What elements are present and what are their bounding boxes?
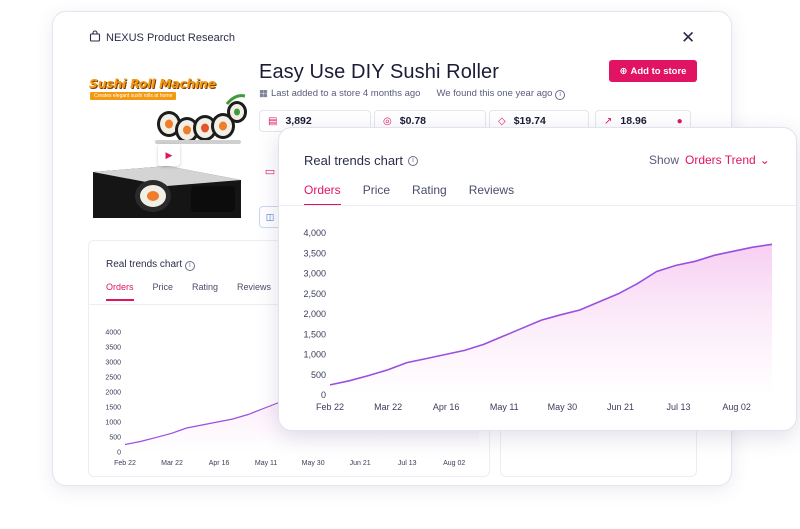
front-chart-title: Real trends chart i (304, 153, 418, 168)
x-tick-label: Mar 22 (161, 460, 183, 467)
front-chart-tabs: Orders Price Rating Reviews (304, 183, 536, 206)
product-image-title: Sushi Roll Machine (89, 76, 216, 91)
info-icon[interactable]: i (555, 90, 566, 100)
y-tick-label: 3500 (105, 344, 121, 351)
back-tab-price[interactable]: Price (152, 282, 174, 292)
x-tick-label: May 30 (548, 402, 578, 412)
x-tick-label: Feb 22 (316, 402, 344, 412)
y-tick-label: 2500 (105, 374, 121, 381)
x-tick-label: May 11 (255, 460, 278, 467)
y-tick-label: 3,000 (303, 269, 326, 279)
bag-icon (89, 30, 101, 45)
brand: NEXUS Product Research (89, 30, 235, 45)
x-tick-label: Aug 02 (443, 460, 465, 467)
orders-trend-chart: 0 500 1,000 1,500 2,000 2,500 3,000 3,500 4,000 F… (303, 228, 773, 412)
stat-price: ◇ $19.74 (489, 110, 589, 132)
y-tick-label: 2,000 (303, 309, 326, 319)
x-tick-label: Apr 16 (433, 402, 460, 412)
y-tick-label: 4000 (105, 329, 121, 336)
x-tick-label: May 30 (302, 460, 325, 467)
divider (279, 205, 796, 206)
back-chart-tabs: Orders Price Rating Reviews (106, 282, 290, 301)
show-label: Show (649, 153, 680, 167)
coins-icon: ◎ (383, 115, 392, 127)
calendar-icon: ▦ (259, 88, 268, 99)
y-tick-label: 2,500 (303, 289, 326, 299)
y-tick-label: 1000 (105, 419, 121, 426)
trend-dropdown[interactable]: Orders Trend ⌄ (685, 153, 770, 167)
y-tick-label: 3,500 (303, 248, 326, 258)
document-icon: ▤ (268, 115, 278, 127)
sushi-roller-illustration (93, 94, 247, 218)
y-tick-label: 3000 (105, 359, 121, 366)
back-chart-title: Real trends chart i (106, 259, 195, 271)
y-tick-label: 500 (311, 370, 326, 380)
y-tick-label: 4,000 (303, 228, 326, 238)
y-tick-label: 0 (321, 390, 326, 400)
back-tab-rating[interactable]: Rating (192, 282, 219, 292)
tag-icon: ◇ (498, 115, 506, 127)
product-title: Easy Use DIY Sushi Roller (259, 61, 499, 83)
x-tick-label: Aug 02 (722, 402, 751, 412)
y-tick-label: 1,500 (303, 329, 326, 339)
y-tick-label: 2000 (105, 389, 121, 396)
trend-icon: ↗ (604, 115, 613, 127)
y-tick-label: 0 (117, 449, 121, 456)
trends-chart-card: Real trends chart i Show Orders Trend ⌄ O… (278, 127, 797, 431)
orders-area (330, 244, 772, 395)
y-tick-label: 500 (109, 434, 121, 441)
tab-reviews[interactable]: Reviews (468, 183, 515, 197)
y-tick-label: 1500 (105, 404, 121, 411)
orders-line (329, 243, 773, 386)
brand-name: NEXUS Product Research (106, 31, 235, 44)
info-icon[interactable]: i (408, 155, 418, 166)
chevron-down-icon: ⌄ (759, 153, 770, 167)
x-tick-label: Mar 22 (374, 402, 402, 412)
product-meta: ▦ Last added to a store 4 months ago We f… (259, 88, 566, 100)
x-tick-label: Jun 21 (607, 402, 634, 412)
y-tick-label: 1,000 (303, 350, 326, 360)
tab-rating[interactable]: Rating (412, 183, 447, 197)
back-tab-reviews[interactable]: Reviews (237, 282, 272, 292)
x-tick-label: Feb 22 (114, 460, 136, 467)
flame-icon: ● (676, 115, 683, 127)
tab-price[interactable]: Price (362, 183, 391, 197)
close-icon[interactable]: ✕ (681, 28, 696, 47)
info-icon[interactable]: i (184, 261, 195, 271)
store-icon: ▭ (264, 165, 276, 178)
product-image[interactable]: Sushi Roll Machine Creates elegant sushi… (87, 68, 247, 224)
x-tick-label: Jul 13 (398, 460, 417, 467)
x-tick-label: Jun 21 (350, 460, 371, 467)
add-to-store-button[interactable]: ⊕ Add to store (609, 60, 697, 82)
tab-orders[interactable]: Orders (304, 183, 341, 206)
product-image-subtitle: Creates elegant sushi rolls at home (90, 92, 177, 100)
x-tick-label: Jul 13 (667, 402, 691, 412)
x-tick-label: May 11 (490, 402, 519, 412)
play-video-icon[interactable]: ▶ (158, 144, 180, 166)
back-tab-orders[interactable]: Orders (106, 282, 134, 301)
found-info: We found this one year ago i (436, 88, 566, 100)
x-tick-label: Apr 16 (209, 460, 230, 467)
plus-circle-icon: ⊕ (619, 65, 628, 77)
added-info: ▦ Last added to a store 4 months ago (259, 88, 421, 99)
